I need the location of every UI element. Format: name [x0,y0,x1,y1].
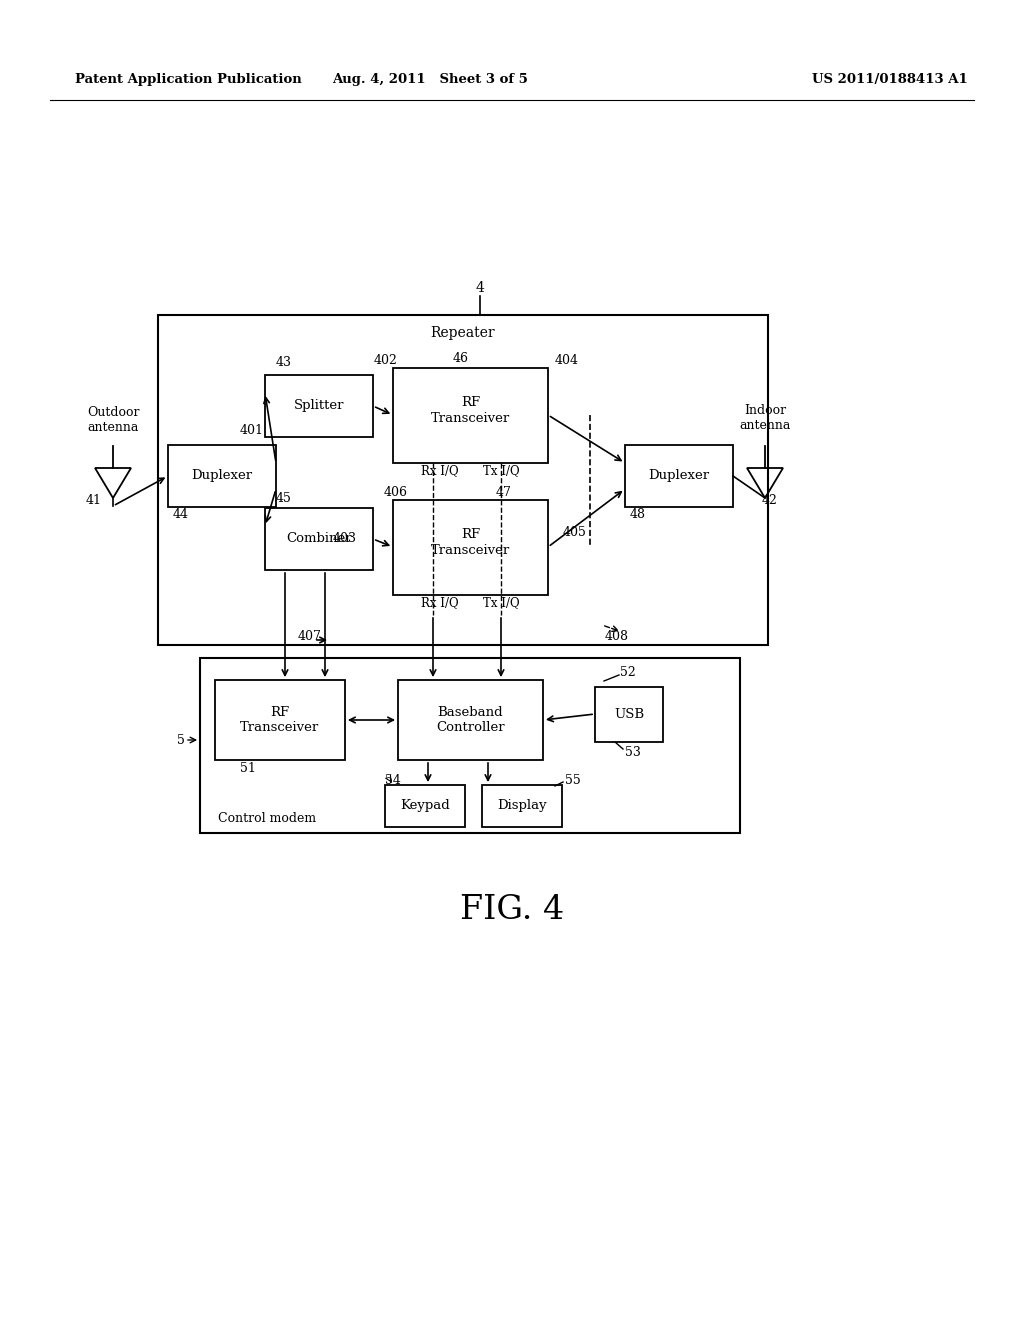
Text: Aug. 4, 2011   Sheet 3 of 5: Aug. 4, 2011 Sheet 3 of 5 [332,74,528,87]
Text: 47: 47 [496,487,512,499]
Text: Combiner: Combiner [286,532,352,545]
Text: 408: 408 [605,631,629,644]
Text: 406: 406 [384,487,408,499]
Text: Splitter: Splitter [294,400,344,412]
Bar [265,508,373,570]
Text: 403: 403 [333,532,357,544]
Text: Keypad: Keypad [400,800,450,813]
Text: Rx I/Q: Rx I/Q [421,465,459,478]
Text: FIG. 4: FIG. 4 [460,894,564,927]
Text: 407: 407 [298,631,322,644]
Bar [168,445,276,507]
Bar [200,657,740,833]
Text: 405: 405 [563,525,587,539]
Text: 51: 51 [240,762,256,775]
Text: Repeater: Repeater [431,326,496,341]
Text: 42: 42 [762,494,778,507]
Text: 48: 48 [630,507,646,520]
Text: Outdoor
antenna: Outdoor antenna [87,407,139,434]
Text: 4: 4 [475,281,484,294]
Text: Tx I/Q: Tx I/Q [483,597,519,610]
Text: 53: 53 [625,746,641,759]
Text: Patent Application Publication: Patent Application Publication [75,74,302,87]
Text: 43: 43 [276,355,292,368]
Text: US 2011/0188413 A1: US 2011/0188413 A1 [812,74,968,87]
Text: 52: 52 [620,665,636,678]
Bar [398,680,543,760]
Text: 45: 45 [276,491,292,504]
Bar [215,680,345,760]
Text: 404: 404 [555,354,579,367]
Text: Duplexer: Duplexer [191,470,253,483]
Text: Tx I/Q: Tx I/Q [483,465,519,478]
Text: 44: 44 [173,508,189,521]
Text: Baseband
Controller: Baseband Controller [436,706,505,734]
Text: 55: 55 [565,774,581,787]
Text: Duplexer: Duplexer [648,470,710,483]
Text: RF
Transceiver: RF Transceiver [431,396,510,425]
Text: 5: 5 [177,734,185,747]
Text: RF
Transceiver: RF Transceiver [241,706,319,734]
Text: Control modem: Control modem [218,813,316,825]
Bar [393,368,548,463]
Text: 41: 41 [86,494,102,507]
Text: 54: 54 [385,774,400,787]
Text: RF
Transceiver: RF Transceiver [431,528,510,557]
Bar [265,375,373,437]
Text: Indoor
antenna: Indoor antenna [739,404,791,432]
Text: Rx I/Q: Rx I/Q [421,597,459,610]
Bar [595,686,663,742]
Text: USB: USB [614,708,644,721]
Bar [482,785,562,828]
Text: 402: 402 [374,354,398,367]
Bar [385,785,465,828]
Text: 46: 46 [453,351,469,364]
Bar [393,500,548,595]
Text: 401: 401 [240,424,264,437]
Bar [158,315,768,645]
Text: Display: Display [498,800,547,813]
Bar [625,445,733,507]
